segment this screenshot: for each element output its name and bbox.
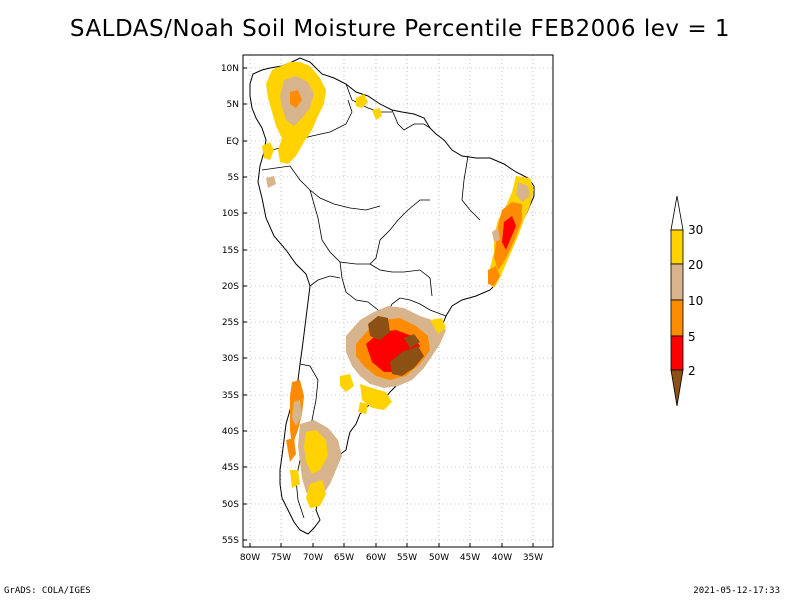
plot-area: 10N 5N EQ 5S 10S 15S 20S 25S 30S 35S 40S… [221, 54, 554, 563]
legend-swatch-10-20 [670, 263, 684, 301]
lon-label: 45W [460, 553, 480, 563]
lat-label: 25S [222, 318, 239, 328]
legend-colorbar [670, 195, 684, 407]
lon-label: 35W [523, 553, 543, 563]
legend-label: 5 [688, 330, 696, 344]
lat-label: 45S [222, 463, 239, 473]
lat-label: 5N [227, 100, 239, 110]
legend-label: 10 [688, 294, 703, 308]
legend-swatch-20-30 [670, 229, 684, 265]
latitude-labels: 10N 5N EQ 5S 10S 15S 20S 25S 30S 35S 40S… [221, 64, 239, 546]
lon-label: 60W [366, 553, 386, 563]
lat-label: 50S [222, 500, 239, 510]
lat-label: 10S [222, 209, 239, 219]
footer-timestamp: 2021-05-12-17:33 [693, 586, 780, 596]
lon-label: 75W [271, 553, 291, 563]
lat-label: 40S [222, 427, 239, 437]
lat-label: 15S [222, 246, 239, 256]
plot-frame [242, 54, 554, 548]
lon-label: 40W [492, 553, 512, 563]
lat-label: 30S [222, 354, 239, 364]
footer-credit: GrADS: COLA/IGES [4, 586, 91, 596]
legend-label: 20 [688, 258, 703, 272]
lon-label: 50W [429, 553, 449, 563]
lat-label: 5S [228, 173, 240, 183]
lat-label: 35S [222, 391, 239, 401]
legend-swatch-5-10 [670, 299, 684, 337]
legend-swatch-2-5 [670, 335, 684, 371]
lat-label: EQ [226, 137, 239, 147]
lat-label: 55S [222, 536, 239, 546]
legend-label: 30 [688, 223, 703, 237]
soil-moisture-shading [262, 62, 534, 508]
legend-label: 2 [688, 364, 696, 378]
lat-label: 10N [221, 64, 239, 74]
longitude-labels: 80W 75W 70W 65W 60W 55W 50W 45W 40W 35W [240, 553, 543, 563]
map-title: SALDAS/Noah Soil Moisture Percentile FEB… [69, 16, 731, 42]
axis-ticks [243, 67, 534, 547]
lon-label: 55W [397, 553, 417, 563]
lon-label: 70W [303, 553, 323, 563]
lon-label: 65W [334, 553, 354, 563]
legend-labels: 30 20 10 5 2 [688, 223, 703, 378]
legend-swatch-gt30 [670, 195, 684, 231]
lon-label: 80W [240, 553, 260, 563]
legend-swatch-lt2 [670, 369, 684, 407]
lat-label: 20S [222, 282, 239, 292]
